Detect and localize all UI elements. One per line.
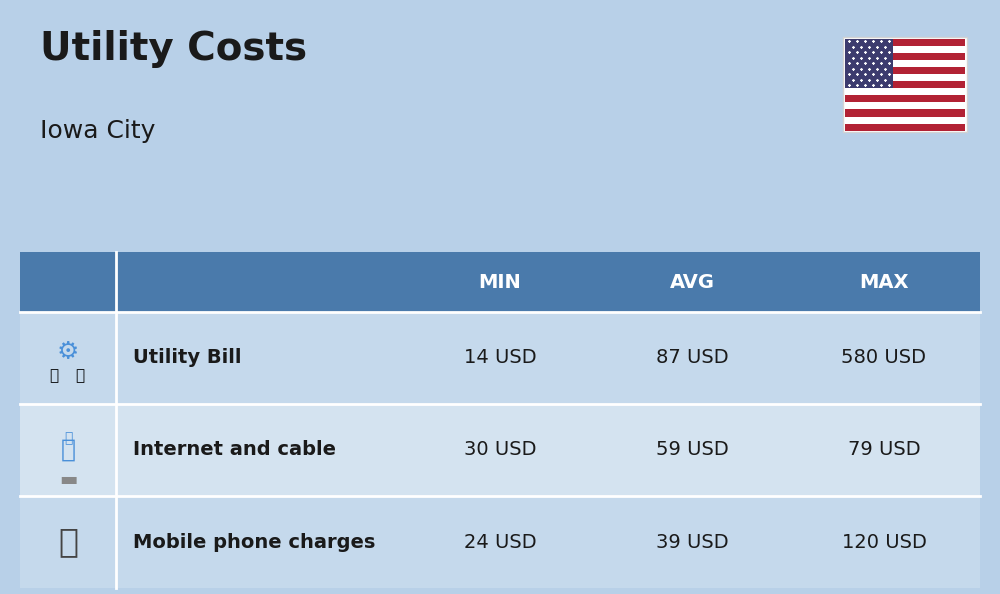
Text: ▬: ▬ [59, 470, 77, 489]
Text: 🔌: 🔌 [49, 368, 59, 383]
Text: Mobile phone charges: Mobile phone charges [133, 533, 376, 551]
Text: 24 USD: 24 USD [464, 533, 536, 551]
Bar [20, 404, 980, 496]
Bar [845, 124, 965, 131]
Bar [845, 46, 965, 53]
Text: 59 USD: 59 USD [656, 441, 728, 459]
Text: 📱: 📱 [58, 526, 78, 558]
Bar [845, 74, 965, 81]
Text: AVG: AVG [670, 273, 714, 292]
Text: Iowa City: Iowa City [40, 119, 155, 143]
Text: MIN: MIN [479, 273, 521, 292]
Bar [20, 496, 980, 588]
Bar [845, 109, 965, 116]
Text: 79 USD: 79 USD [848, 441, 920, 459]
Bar [20, 252, 980, 312]
Text: 📶: 📶 [60, 438, 75, 462]
Bar [845, 53, 965, 60]
Text: 30 USD: 30 USD [464, 441, 536, 459]
Bar [845, 39, 965, 46]
Text: Internet and cable: Internet and cable [133, 441, 336, 459]
Bar [845, 95, 965, 102]
Bar [20, 312, 980, 404]
Bar [845, 88, 965, 95]
Bar [845, 116, 965, 124]
Bar [845, 81, 965, 88]
Text: 14 USD: 14 USD [464, 349, 536, 367]
Bar [845, 67, 965, 74]
Text: ⚙: ⚙ [57, 340, 79, 364]
Text: 120 USD: 120 USD [842, 533, 926, 551]
Bar [845, 39, 893, 88]
Text: Utility Bill: Utility Bill [133, 349, 242, 367]
Bar [845, 60, 965, 67]
Text: 〰: 〰 [64, 431, 72, 445]
Text: 39 USD: 39 USD [656, 533, 728, 551]
Text: 87 USD: 87 USD [656, 349, 728, 367]
Text: Utility Costs: Utility Costs [40, 30, 307, 68]
Text: MAX: MAX [859, 273, 909, 292]
Bar [843, 37, 967, 132]
Text: 🖥: 🖥 [75, 368, 85, 383]
Bar [845, 102, 965, 109]
Text: 580 USD: 580 USD [841, 349, 926, 367]
